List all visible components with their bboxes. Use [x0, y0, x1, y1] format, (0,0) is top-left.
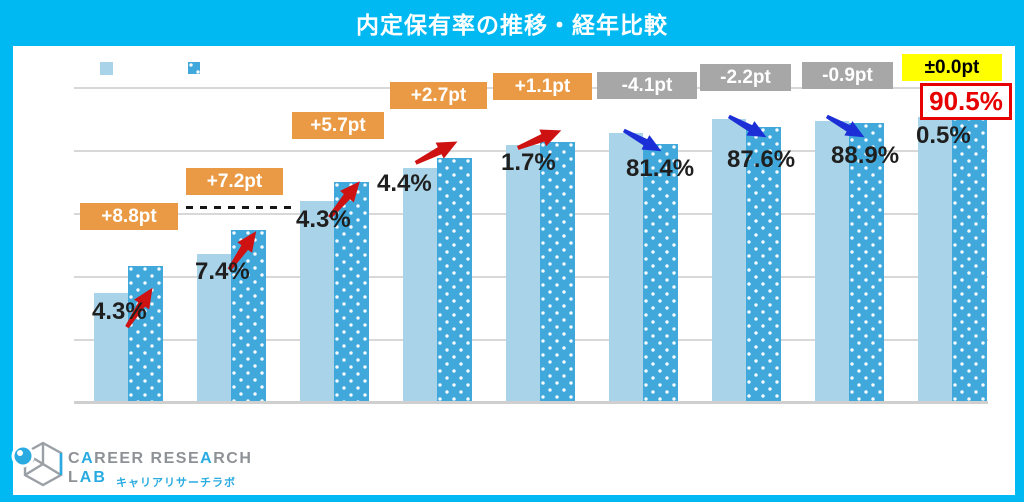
logo-letter: E	[187, 450, 201, 467]
logo-text-career-research: CAREER RESEARCH	[68, 450, 252, 468]
diff-badge-5: -4.1pt	[597, 72, 697, 99]
trend-up-arrow-3	[407, 129, 468, 176]
logo-letter: E	[119, 450, 132, 467]
logo-letter: R	[94, 450, 108, 467]
legend-swatch-solid	[100, 62, 113, 75]
logo-letter: L	[68, 469, 80, 486]
trend-down-arrow-6	[723, 106, 773, 148]
title-bar: 内定保有率の推移・経年比較	[0, 0, 1024, 46]
career-research-lab-logo-icon	[10, 438, 64, 499]
logo-text-lab: LAB	[68, 469, 107, 487]
diff-badge-1: +7.2pt	[186, 168, 283, 195]
diff-badge-8: ±0.0pt	[902, 54, 1002, 81]
diff-badge-0: +8.8pt	[80, 203, 178, 230]
diff-badge-4: +1.1pt	[493, 73, 592, 100]
bar-solid-5	[609, 133, 643, 401]
bar-solid-3	[403, 168, 437, 401]
bar-solid-2	[300, 201, 334, 401]
frame-right-border	[1015, 46, 1024, 502]
bar-solid-1	[197, 254, 231, 401]
bar-dotted-4	[540, 142, 575, 401]
bar-value-label-7: 88.9%	[831, 142, 900, 169]
legend-swatch-dotted	[188, 62, 200, 74]
frame-left-border	[0, 46, 13, 502]
diff-badge-2: +5.7pt	[292, 112, 384, 139]
logo-letter: R	[150, 450, 164, 467]
trend-up-arrow-1	[217, 220, 269, 280]
logo-letter: B	[93, 469, 107, 486]
bar-dotted-8	[952, 116, 987, 401]
highlight-value-box: 90.5%	[920, 83, 1012, 120]
bar-solid-6	[712, 119, 746, 401]
logo-letter: A	[79, 469, 94, 486]
bar-dotted-7	[849, 123, 884, 401]
trend-down-arrow-7	[821, 106, 871, 148]
frame-bottom-border	[0, 495, 1024, 502]
diff-badge-7: -0.9pt	[802, 62, 893, 89]
trend-up-arrow-2	[318, 170, 372, 228]
bar-value-label-3: 4.4%	[377, 170, 432, 197]
bar-value-label-5: 81.4%	[626, 155, 695, 182]
trend-up-arrow-0	[115, 277, 166, 337]
bar-dotted-3	[437, 158, 472, 401]
logo-letter: R	[131, 450, 145, 467]
logo-text-katakana: キャリアリサーチラボ	[116, 477, 236, 489]
trend-up-arrow-4	[510, 117, 571, 160]
trend-down-arrow-5	[618, 120, 668, 162]
dashed-line-artifact	[186, 206, 292, 209]
logo-letter: E	[163, 450, 176, 467]
logo-letter: S	[175, 450, 188, 467]
bar-value-label-8: 0.5%	[916, 122, 971, 149]
logo-letter: C	[68, 450, 82, 467]
bar-value-label-0: 4.3%	[92, 298, 147, 325]
bar-solid-4	[506, 145, 540, 401]
bar-solid-0	[94, 293, 128, 401]
page-title: 内定保有率の推移・経年比較	[356, 12, 668, 38]
bar-dotted-0	[128, 266, 163, 401]
logo-letter: E	[107, 450, 120, 467]
bar-dotted-5	[643, 144, 678, 401]
bar-value-label-4: 1.7%	[501, 149, 556, 176]
diff-badge-3: +2.7pt	[390, 82, 487, 109]
bar-value-label-1: 7.4%	[195, 258, 250, 285]
x-axis-line	[74, 401, 988, 404]
bar-solid-8	[918, 117, 952, 401]
logo-letter: C	[226, 450, 240, 467]
bar-solid-7	[815, 121, 849, 401]
logo-letter: R	[213, 450, 227, 467]
logo-letter: A	[81, 450, 95, 467]
logo-letter: H	[239, 450, 253, 467]
bar-value-label-2: 4.3%	[296, 206, 351, 233]
diff-badge-6: -2.2pt	[700, 64, 791, 91]
logo-letter: A	[200, 450, 214, 467]
bar-dotted-6	[746, 127, 781, 401]
bar-value-label-6: 87.6%	[727, 146, 796, 173]
bar-dotted-2	[334, 182, 369, 401]
